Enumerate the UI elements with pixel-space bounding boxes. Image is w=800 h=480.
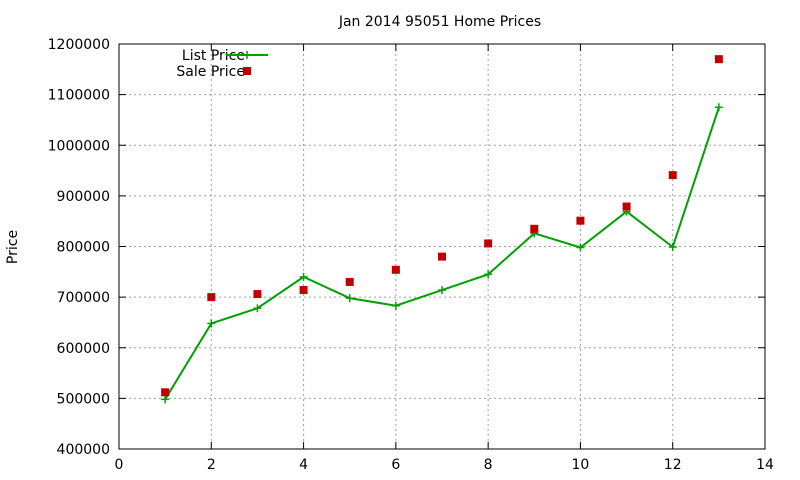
legend-label: Sale Price — [176, 64, 245, 80]
sale-price-point — [253, 290, 262, 299]
y-tick-label: 600000 — [57, 341, 110, 357]
list-price-point — [438, 286, 446, 295]
sale-price-point — [391, 265, 400, 274]
sale-price-point — [161, 388, 170, 397]
chart-title: Jan 2014 95051 Home Prices — [338, 14, 541, 30]
sale-price-point — [345, 277, 354, 286]
sale-price-point — [576, 216, 585, 225]
list-price-point — [299, 272, 308, 281]
tick-labels: 0 2 4 6 8 10 12 14 400000 500000 600000 700000 80000… — [48, 37, 774, 473]
x-tick-label: 8 — [484, 457, 493, 473]
sale-price-point — [714, 55, 723, 64]
list-price-point — [576, 243, 585, 252]
sale-price-point — [438, 252, 446, 261]
list-price-point — [484, 270, 493, 279]
y-axis-label: Price — [5, 230, 21, 264]
list-price-point — [207, 319, 216, 328]
list-price-point — [161, 395, 170, 404]
sale-price-point — [299, 286, 308, 295]
sale-price-point — [622, 202, 631, 211]
y-tick-label: 400000 — [57, 442, 110, 458]
axis-ticks — [118, 43, 766, 450]
y-tick-label: 800000 — [57, 240, 110, 256]
y-tick-label: 1100000 — [48, 88, 110, 104]
legend-square-marker — [243, 67, 251, 75]
x-tick-label: 6 — [391, 457, 400, 473]
grid-lines — [119, 44, 765, 449]
x-tick-label: 2 — [207, 457, 216, 473]
y-tick-label: 1200000 — [48, 37, 110, 53]
list-price-point — [345, 294, 354, 303]
sale-price-point — [668, 171, 677, 180]
list-price-point — [253, 304, 262, 313]
x-tick-label: 12 — [664, 457, 682, 473]
x-tick-label: 0 — [115, 457, 124, 473]
y-tick-label: 700000 — [57, 290, 110, 306]
legend-label: List Price — [182, 48, 245, 64]
sale-price-point — [530, 224, 539, 233]
y-tick-label: 1000000 — [48, 138, 110, 154]
sale-price-point — [484, 239, 493, 248]
list-price-point — [668, 243, 677, 252]
legend-plus-marker — [243, 51, 251, 59]
y-tick-label: 500000 — [57, 391, 110, 407]
list-price-point — [391, 301, 400, 310]
x-tick-label: 10 — [572, 457, 590, 473]
x-tick-label: 14 — [756, 457, 774, 473]
series-layer — [161, 55, 723, 404]
x-tick-label: 4 — [299, 457, 308, 473]
list-price-point — [714, 103, 723, 112]
sale-price-point — [207, 293, 216, 302]
y-tick-label: 900000 — [57, 189, 110, 205]
